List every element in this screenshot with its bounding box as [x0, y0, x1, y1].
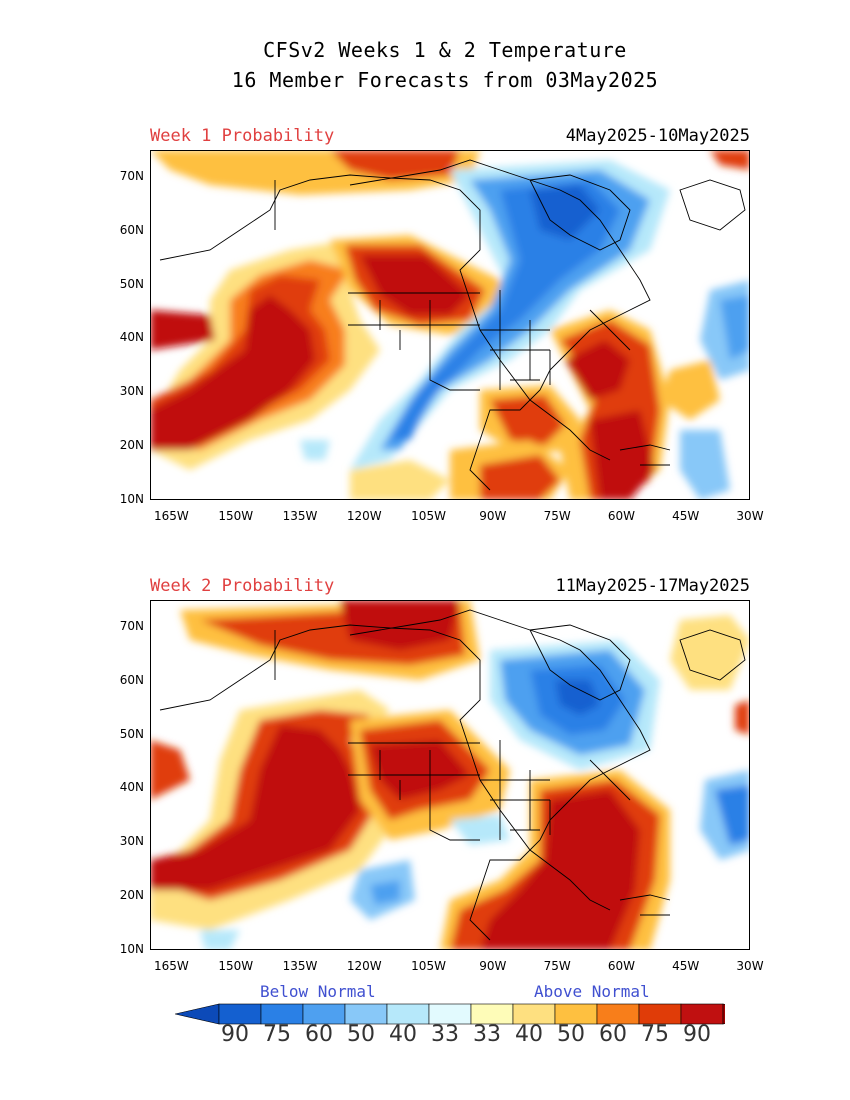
lat-tick-label: 50N	[119, 726, 144, 741]
lon-tick-label: 165W	[154, 959, 189, 973]
legend-arrow-above	[722, 1003, 725, 1025]
legend-arrow-below	[175, 1003, 220, 1025]
lon-tick-label: 45W	[672, 959, 700, 973]
legend-level-label: 50	[347, 1022, 375, 1047]
week1-date-range: 4May2025-10May2025	[565, 126, 750, 146]
lon-tick-label: 60W	[607, 959, 635, 973]
lon-tick-label: 135W	[282, 959, 318, 973]
legend-swatch	[344, 1003, 388, 1025]
lon-tick-label: 120W	[346, 959, 382, 973]
legend-swatch	[218, 1003, 262, 1025]
lon-tick-label: 135W	[282, 509, 318, 523]
lon-tick-label: 105W	[411, 959, 446, 973]
week1-probability-map	[150, 150, 750, 500]
week2-panel-label: Week 2 Probability	[150, 576, 335, 596]
legend-level-label: 90	[221, 1022, 249, 1047]
lon-tick-label: 45W	[672, 509, 700, 523]
lat-tick-label: 50N	[119, 276, 144, 291]
lon-tick-label: 30W	[736, 509, 764, 523]
lat-tick-label: 30N	[119, 834, 144, 849]
lon-tick-label: 165W	[154, 509, 189, 523]
legend-level-label: 50	[557, 1022, 585, 1047]
lon-tick-label: 120W	[346, 509, 382, 523]
week1-panel-label: Week 1 Probability	[150, 126, 335, 146]
lon-tick-label: 75W	[543, 959, 571, 973]
lat-tick-label: 10N	[119, 492, 144, 506]
lon-tick-label: 150W	[218, 959, 254, 973]
lat-tick-label: 40N	[119, 330, 144, 345]
legend-swatch	[554, 1003, 598, 1025]
lon-tick-label: 90W	[479, 959, 507, 973]
lat-tick-label: 40N	[119, 780, 144, 795]
legend-colorbar	[175, 1003, 725, 1025]
legend-level-label: 40	[515, 1022, 543, 1047]
week2-probability-map	[150, 600, 750, 950]
lat-tick-label: 60N	[119, 672, 144, 687]
legend-swatch	[638, 1003, 682, 1025]
probability-legend: Below Normal Above Normal 90 75 60 50 40 33 33…	[175, 980, 725, 1050]
lon-tick-label: 105W	[411, 509, 446, 523]
week2-coastlines	[159, 609, 746, 941]
legend-swatch	[428, 1003, 472, 1025]
chart-title-line1: CFSv2 Weeks 1 & 2 Temperature	[263, 38, 627, 62]
legend-level-label: 33	[431, 1022, 459, 1047]
legend-level-label: 90	[683, 1022, 711, 1047]
legend-level-label: 75	[641, 1022, 669, 1047]
legend-level-label: 75	[263, 1022, 291, 1047]
lon-tick-label: 60W	[607, 509, 635, 523]
legend-level-label: 60	[305, 1022, 333, 1047]
legend-swatch	[386, 1003, 430, 1025]
lat-tick-label: 20N	[119, 888, 144, 903]
legend-level-label: 60	[599, 1022, 627, 1047]
legend-swatch	[302, 1003, 346, 1025]
legend-above-normal-label: Above Normal	[534, 982, 650, 1001]
week1-coastlines	[159, 159, 746, 491]
lon-tick-label: 90W	[479, 509, 507, 523]
legend-below-normal-label: Below Normal	[260, 982, 376, 1001]
legend-swatch	[512, 1003, 556, 1025]
legend-swatch	[470, 1003, 514, 1025]
lon-tick-label: 30W	[736, 959, 764, 973]
lat-tick-label: 30N	[119, 384, 144, 399]
legend-swatch	[680, 1003, 724, 1025]
lat-tick-label: 70N	[119, 618, 144, 633]
lat-tick-label: 70N	[119, 168, 144, 183]
lon-tick-label: 75W	[543, 509, 571, 523]
legend-swatch	[260, 1003, 304, 1025]
chart-title-line2: 16 Member Forecasts from 03May2025	[231, 68, 659, 92]
legend-swatch	[596, 1003, 640, 1025]
legend-level-label: 33	[473, 1022, 501, 1047]
lat-tick-label: 60N	[119, 222, 144, 237]
lat-tick-label: 10N	[119, 942, 144, 956]
lon-tick-label: 150W	[218, 509, 254, 523]
lat-tick-label: 20N	[119, 438, 144, 453]
legend-level-label: 40	[389, 1022, 417, 1047]
week2-date-range: 11May2025-17May2025	[555, 576, 750, 596]
